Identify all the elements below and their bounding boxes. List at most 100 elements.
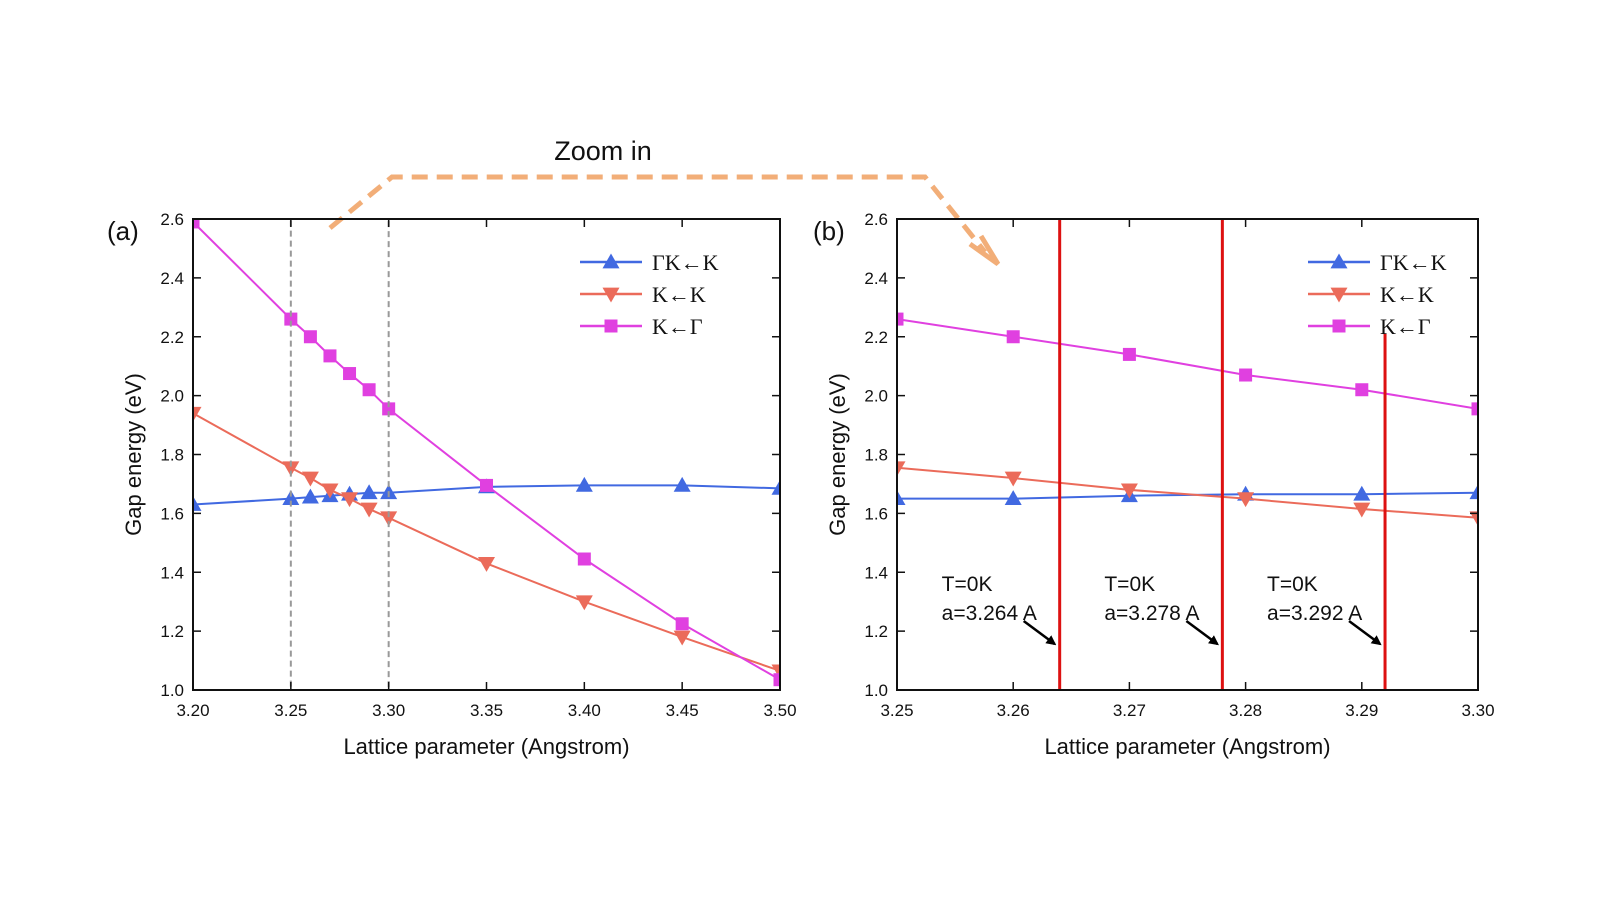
y-tick-label-a-6: 2.2 xyxy=(160,328,184,347)
x-tick-label-b-5: 3.30 xyxy=(1461,701,1494,720)
annotation-temp-2: T=0K xyxy=(1267,573,1318,596)
data-point-b-2-5 xyxy=(1471,402,1478,416)
zoom-connector: Zoom in xyxy=(328,136,1001,267)
zoom-arrow-head xyxy=(968,234,1001,267)
data-point-a-2-9 xyxy=(675,617,689,631)
legend-label-b-2: K←Γ xyxy=(1380,314,1431,339)
x-tick-label-b-4: 3.29 xyxy=(1345,701,1378,720)
panel-b: (b) T=0K a=3.264 A T=0K a=3.278 A T=0K a=3.29… xyxy=(813,210,1495,759)
zoom-arrow-path xyxy=(328,174,987,254)
series-group-b xyxy=(897,312,1478,527)
x-tick-label-a-0: 3.20 xyxy=(176,701,209,720)
x-axis-label-b: Lattice parameter (Angstrom) xyxy=(1044,734,1330,759)
series-line-a-1 xyxy=(193,412,780,672)
data-point-b-0-5 xyxy=(1469,484,1478,500)
panel-label-b: (b) xyxy=(813,216,845,246)
data-point-b-0-1 xyxy=(1004,490,1022,506)
legend-marker-a-0 xyxy=(602,253,620,269)
annotation-lattice-1: a=3.278 A xyxy=(1104,602,1199,625)
data-point-a-0-10 xyxy=(771,479,780,495)
data-point-a-1-9 xyxy=(673,630,691,646)
data-point-b-2-0 xyxy=(897,312,904,326)
y-tick-label-a-0: 1.0 xyxy=(160,681,184,700)
y-tick-label-a-4: 1.8 xyxy=(160,446,184,465)
data-point-a-0-1 xyxy=(282,490,300,506)
y-tick-label-a-8: 2.6 xyxy=(160,210,184,229)
y-tick-label-a-5: 2.0 xyxy=(160,387,184,406)
x-tick-label-a-3: 3.35 xyxy=(470,701,503,720)
data-point-b-1-1 xyxy=(1004,471,1022,487)
y-tick-label-b-7: 2.4 xyxy=(864,269,888,288)
y-tick-label-b-4: 1.8 xyxy=(864,446,888,465)
x-tick-label-b-0: 3.25 xyxy=(880,701,913,720)
y-tick-label-a-2: 1.4 xyxy=(160,563,184,582)
data-point-a-2-3 xyxy=(323,349,337,363)
data-point-b-2-4 xyxy=(1355,383,1369,397)
series-line-b-1 xyxy=(897,466,1478,519)
y-tick-label-a-3: 1.6 xyxy=(160,504,184,523)
data-point-a-2-1 xyxy=(284,312,298,326)
legend-label-b-1: K←K xyxy=(1380,282,1434,307)
x-tick-label-a-2: 3.30 xyxy=(372,701,405,720)
y-axis-label-b: Gap energy (eV) xyxy=(825,373,850,536)
y-tick-label-a-7: 2.4 xyxy=(160,269,184,288)
x-tick-label-a-6: 3.50 xyxy=(763,701,796,720)
annotation-temp-0: T=0K xyxy=(942,573,993,596)
x-axis-label-a: Lattice parameter (Angstrom) xyxy=(343,734,629,759)
legend-marker-b-2 xyxy=(1332,319,1346,333)
legend-label-a-0: ΓK←K xyxy=(652,250,719,275)
data-point-a-0-9 xyxy=(673,476,691,492)
data-point-b-1-4 xyxy=(1353,502,1371,518)
panel-label-a: (a) xyxy=(107,216,139,246)
data-point-a-1-3 xyxy=(321,483,339,499)
data-point-a-0-5 xyxy=(360,484,378,500)
data-point-b-1-2 xyxy=(1120,483,1138,499)
legend-marker-b-1 xyxy=(1330,287,1348,303)
data-point-a-2-2 xyxy=(303,330,317,344)
x-tick-label-a-5: 3.45 xyxy=(666,701,699,720)
data-point-b-2-1 xyxy=(1006,330,1020,344)
annotation-arrow-2 xyxy=(1348,619,1382,646)
data-point-b-0-4 xyxy=(1353,485,1371,501)
legend-a: ΓK←K K←K K←Γ xyxy=(580,250,719,339)
x-tick-label-b-1: 3.26 xyxy=(997,701,1030,720)
data-point-b-2-3 xyxy=(1239,368,1253,382)
y-tick-label-b-0: 1.0 xyxy=(864,681,888,700)
y-tick-label-a-1: 1.2 xyxy=(160,622,184,641)
legend-label-a-1: K←K xyxy=(652,282,706,307)
data-point-b-2-2 xyxy=(1122,347,1136,361)
x-tick-label-b-2: 3.27 xyxy=(1113,701,1146,720)
series-group-a xyxy=(193,219,780,687)
y-axis-label-a: Gap energy (eV) xyxy=(121,373,146,536)
legend-label-b-0: ΓK←K xyxy=(1380,250,1447,275)
plot-area-b: T=0K a=3.264 A T=0K a=3.278 A T=0K a=3.292 A 3… xyxy=(864,210,1494,720)
data-point-a-1-0 xyxy=(193,406,202,422)
data-point-a-1-2 xyxy=(301,471,319,487)
y-tick-label-b-6: 2.2 xyxy=(864,328,888,347)
data-point-a-1-7 xyxy=(478,557,495,572)
legend-b: ΓK←K K←K K←Γ xyxy=(1308,250,1447,339)
data-point-a-2-7 xyxy=(480,478,493,492)
legend-marker-b-0 xyxy=(1330,253,1348,269)
annotation-temp-1: T=0K xyxy=(1104,573,1155,596)
annotation-lattice-0: a=3.264 A xyxy=(942,602,1037,625)
data-point-a-1-6 xyxy=(380,511,398,527)
zoom-label: Zoom in xyxy=(554,136,652,166)
data-point-a-2-4 xyxy=(343,367,357,381)
y-tick-label-b-1: 1.2 xyxy=(864,622,888,641)
data-point-a-0-0 xyxy=(193,496,202,511)
data-point-a-2-5 xyxy=(362,383,376,397)
data-point-a-1-5 xyxy=(360,502,378,518)
annotation-lattice-2: a=3.292 A xyxy=(1267,602,1362,625)
data-point-a-2-10 xyxy=(773,673,780,687)
annotation-arrow-1 xyxy=(1185,619,1219,646)
zoom-region-box xyxy=(289,218,390,691)
panel-a: (a) 3.20 3.25 3.30 3.35 3.40 3.45 3.50 1.0 1.2 1.… xyxy=(107,210,797,759)
data-point-b-1-0 xyxy=(897,461,906,477)
annotation-arrow-0 xyxy=(1022,619,1057,646)
data-point-b-1-3 xyxy=(1237,492,1255,508)
x-tick-label-b-3: 3.28 xyxy=(1229,701,1262,720)
y-tick-label-b-5: 2.0 xyxy=(864,387,888,406)
plot-area-a: 3.20 3.25 3.30 3.35 3.40 3.45 3.50 1.0 1.2 1.4 1.6… xyxy=(160,210,796,720)
